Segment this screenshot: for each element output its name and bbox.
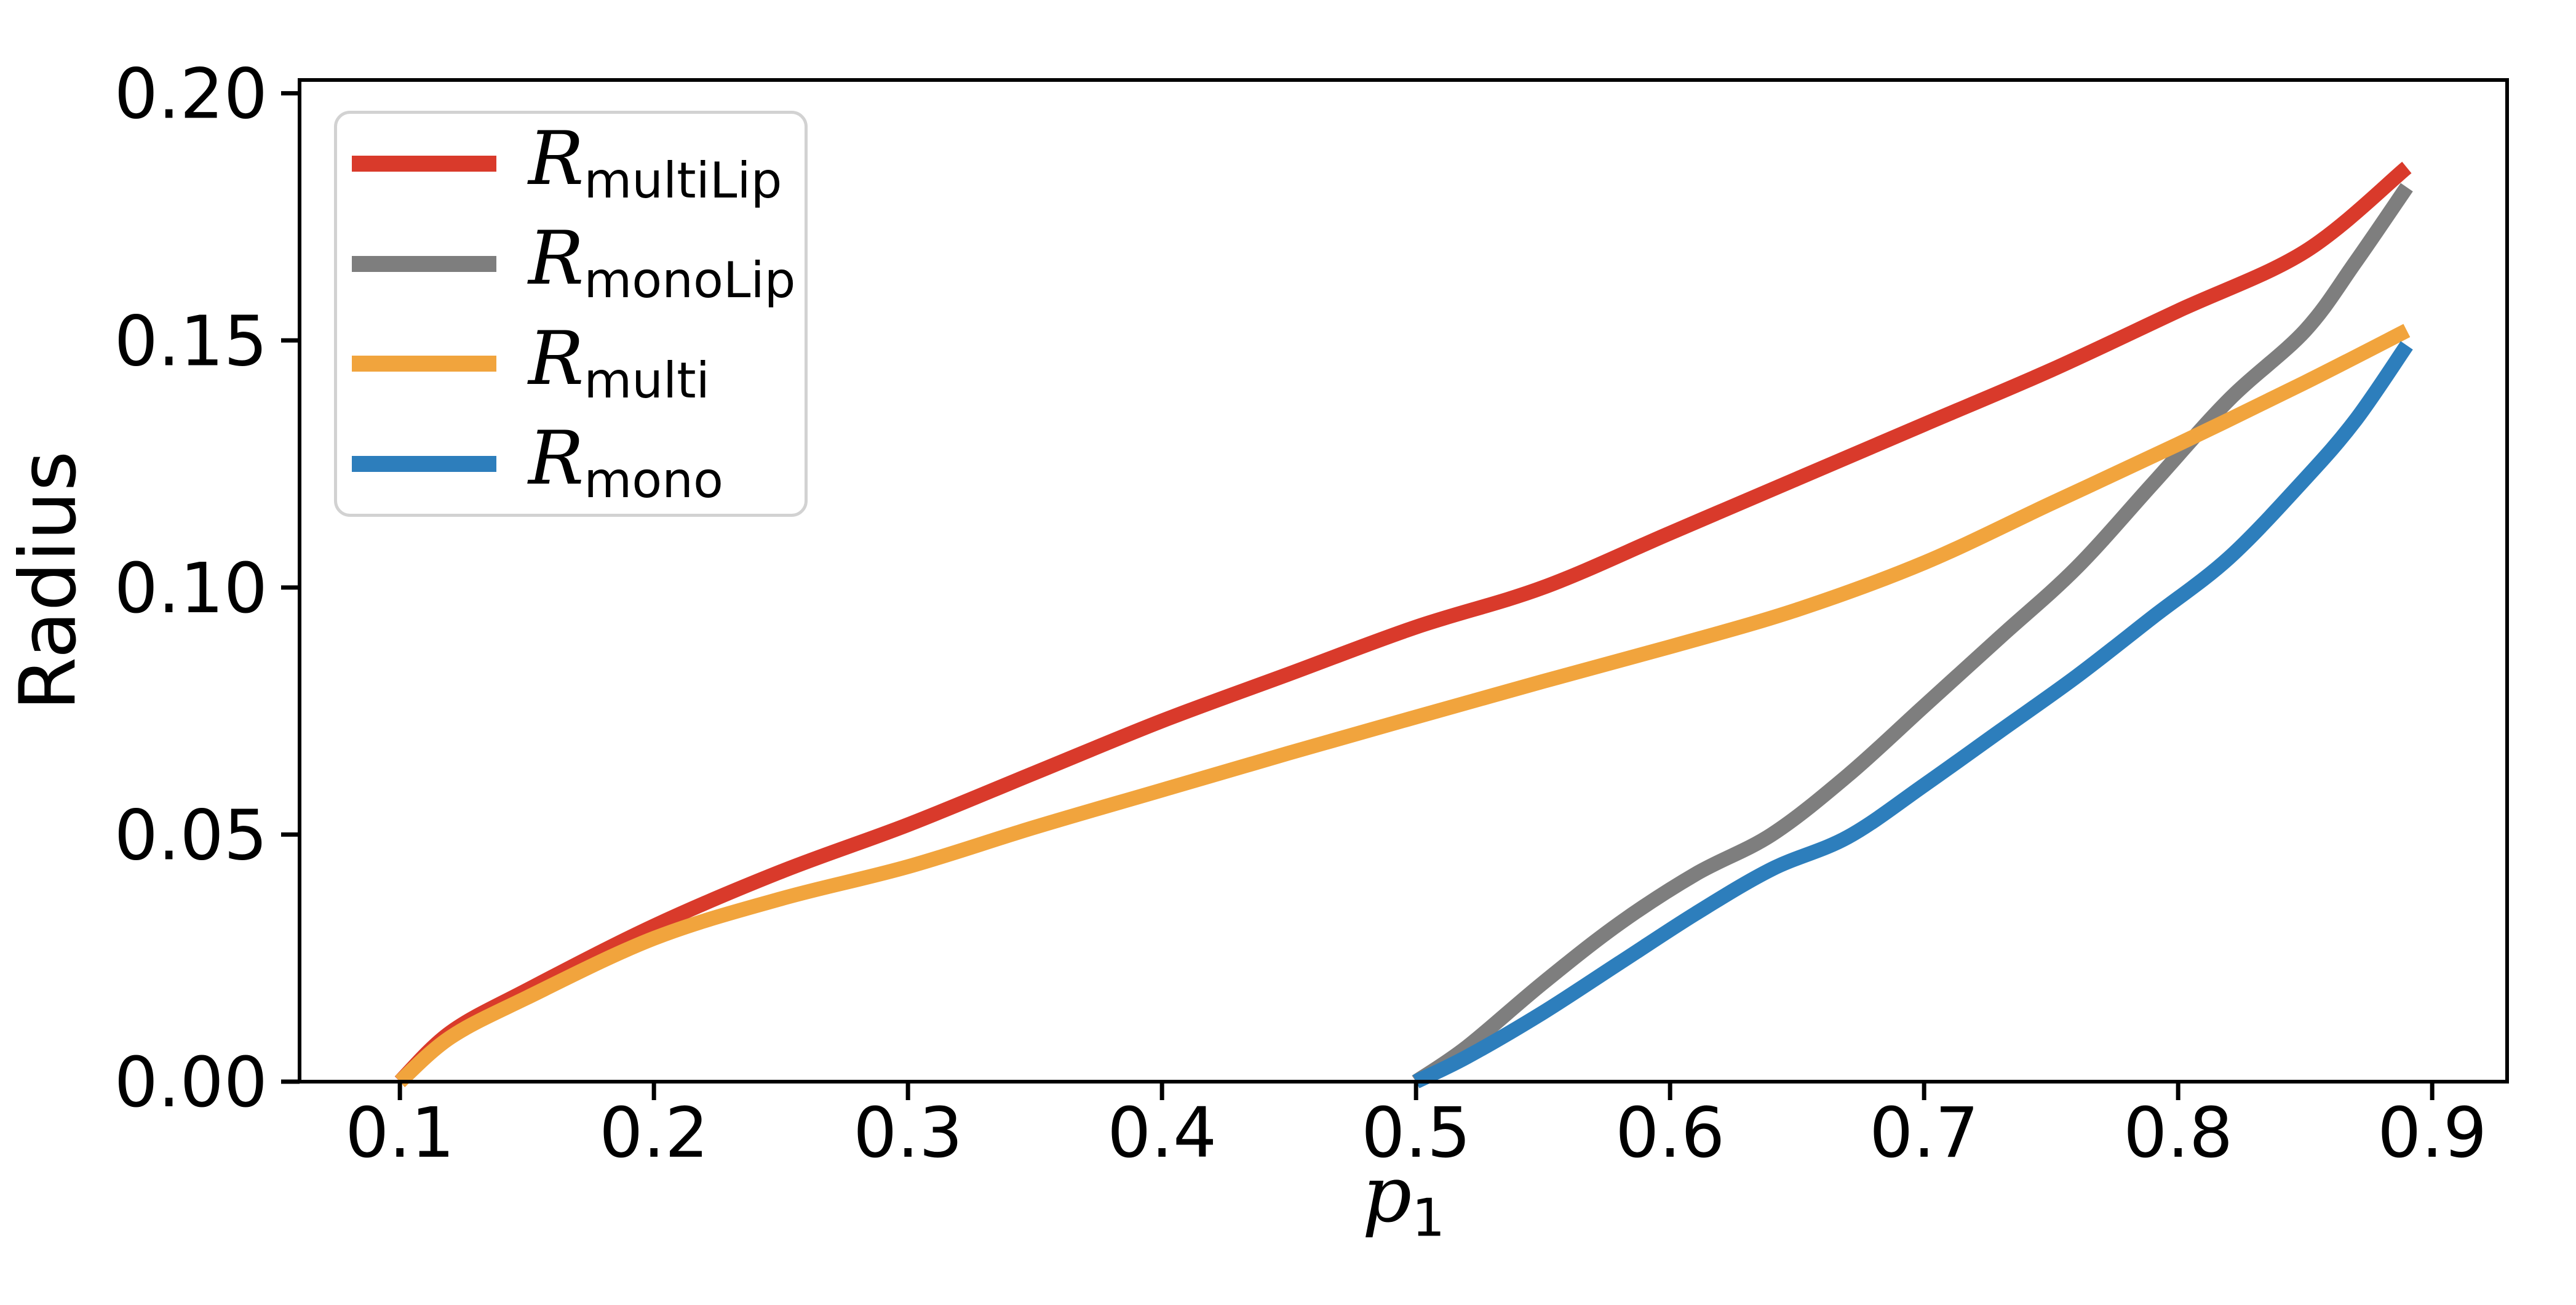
x-tick-label: 0.2 bbox=[599, 1093, 709, 1173]
x-axis-label-subscript: 1 bbox=[1412, 1187, 1445, 1249]
legend-label-base: R bbox=[528, 116, 584, 202]
x-tick-label: 0.4 bbox=[1107, 1093, 1217, 1173]
plot-border bbox=[298, 78, 2509, 1084]
axis-ticks bbox=[281, 91, 2435, 1100]
legend-item-monoLip: RmonoLip bbox=[337, 214, 805, 314]
legend-swatch-mono bbox=[352, 455, 496, 472]
legend-label-subscript: mono bbox=[584, 452, 723, 509]
legend: RmultiLip RmonoLip Rmulti Rmono bbox=[334, 111, 808, 517]
axis-tick-labels: 0.1 0.2 0.3 0.4 0.5 0.6 0.7 0.8 0.9 0.00 0.05 0.10 0… bbox=[114, 55, 2487, 1173]
legend-label-multi: Rmulti bbox=[528, 322, 710, 405]
curve-R_multi bbox=[395, 324, 2411, 1088]
curve-lines bbox=[394, 161, 2413, 1088]
x-tick-label: 0.6 bbox=[1615, 1093, 1725, 1173]
x-tick-label: 0.8 bbox=[2123, 1093, 2233, 1173]
y-tick-label: 0.10 bbox=[114, 549, 268, 629]
legend-label-base: R bbox=[528, 316, 584, 402]
legend-label-monoLip: RmonoLip bbox=[528, 222, 795, 305]
legend-label-subscript: multiLip bbox=[584, 151, 782, 209]
legend-label-base: R bbox=[528, 416, 584, 502]
legend-swatch-multi bbox=[352, 356, 496, 372]
x-tick-label: 0.5 bbox=[1361, 1093, 1471, 1173]
legend-label-multiLip: RmultiLip bbox=[528, 122, 782, 206]
curve-R_multiLip bbox=[394, 161, 2412, 1087]
legend-item-multiLip: RmultiLip bbox=[337, 114, 805, 214]
x-tick-label: 0.3 bbox=[853, 1093, 963, 1173]
x-axis-label: p1 bbox=[1362, 1149, 1445, 1248]
legend-label-mono: Rmono bbox=[528, 422, 723, 505]
y-tick-label: 0.20 bbox=[114, 55, 268, 135]
x-axis-label-base: p bbox=[1362, 1149, 1412, 1240]
y-tick-label: 0.15 bbox=[114, 301, 268, 381]
legend-label-subscript: monoLip bbox=[584, 252, 796, 309]
legend-swatch-monoLip bbox=[352, 255, 496, 272]
curve-R_monoLip bbox=[1412, 183, 2413, 1088]
y-tick-label: 0.00 bbox=[114, 1043, 268, 1123]
curve-R_mono bbox=[1412, 341, 2413, 1088]
x-tick-label: 0.1 bbox=[345, 1093, 455, 1173]
y-axis-label: Radius bbox=[2, 450, 93, 711]
x-tick-label: 0.9 bbox=[2377, 1093, 2487, 1173]
x-tick-label: 0.7 bbox=[1869, 1093, 1979, 1173]
legend-label-subscript: multi bbox=[584, 351, 710, 409]
legend-swatch-multiLip bbox=[352, 156, 496, 172]
legend-label-base: R bbox=[528, 216, 584, 302]
legend-item-mono: Rmono bbox=[337, 414, 805, 514]
y-tick-label: 0.05 bbox=[114, 796, 268, 876]
legend-item-multi: Rmulti bbox=[337, 314, 805, 414]
